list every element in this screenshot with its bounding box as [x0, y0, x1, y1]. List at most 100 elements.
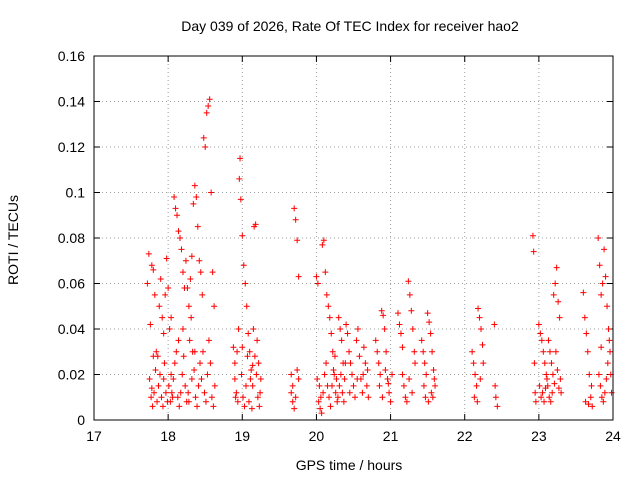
y-tick-label: 0.12 [58, 139, 85, 155]
data-point [249, 362, 256, 369]
data-point [174, 212, 181, 219]
data-point [174, 394, 181, 401]
data-point [379, 394, 386, 401]
data-point [251, 353, 258, 360]
data-point [585, 401, 592, 408]
data-point [196, 257, 203, 264]
data-point [587, 394, 594, 401]
data-point [234, 348, 241, 355]
data-point [211, 382, 218, 389]
data-point [242, 280, 249, 287]
data-point [476, 314, 483, 321]
data-point [595, 235, 602, 241]
data-point [187, 275, 194, 282]
data-point [171, 360, 178, 367]
data-point [334, 398, 341, 405]
data-point [250, 326, 257, 332]
data-point [198, 376, 205, 383]
data-point [471, 394, 478, 401]
data-point [601, 389, 608, 396]
data-point [354, 326, 361, 332]
data-point [156, 303, 163, 310]
x-axis-label: GPS time / hours [296, 457, 403, 473]
data-point [363, 382, 370, 389]
data-point [480, 360, 487, 367]
data-point [532, 398, 539, 405]
data-point [331, 371, 338, 378]
axis-ticks [93, 55, 614, 421]
data-point [254, 394, 261, 401]
data-point [399, 344, 406, 351]
data-point [338, 337, 345, 344]
data-point [372, 337, 379, 344]
data-point [252, 221, 259, 228]
data-point [330, 366, 337, 373]
data-point [406, 291, 413, 298]
data-point [168, 371, 175, 378]
data-point [360, 371, 367, 378]
data-point [193, 194, 200, 201]
data-point [159, 403, 166, 410]
data-point [478, 326, 485, 332]
data-point [257, 389, 264, 396]
data-point [188, 253, 195, 260]
data-point [186, 337, 193, 344]
data-point [169, 394, 176, 401]
data-point [351, 394, 358, 401]
data-point [210, 403, 217, 410]
y-tick-label: 0.08 [58, 230, 85, 246]
data-point [422, 394, 429, 401]
data-point [327, 403, 334, 410]
data-point [206, 96, 213, 103]
data-point [150, 266, 157, 273]
data-point [185, 398, 192, 405]
data-point [244, 353, 251, 360]
data-point [231, 360, 238, 367]
data-point [163, 255, 170, 262]
x-axis-tick-labels: 17 18 19 20 21 22 23 24 [86, 428, 621, 444]
data-point [608, 389, 615, 396]
data-point [168, 314, 175, 321]
data-point [178, 246, 185, 253]
data-point [239, 232, 246, 239]
data-point [598, 394, 605, 401]
data-point [335, 314, 342, 321]
data-point [347, 360, 354, 367]
data-point [160, 330, 167, 337]
data-point [179, 269, 186, 276]
data-point [492, 382, 499, 389]
data-point [160, 376, 167, 383]
data-point [328, 330, 335, 337]
data-point [194, 403, 201, 410]
data-point [295, 273, 302, 280]
x-tick-label: 24 [605, 428, 621, 444]
data-point [346, 348, 353, 355]
data-point [396, 321, 403, 328]
data-point [148, 262, 155, 269]
data-point [316, 382, 323, 389]
data-point [165, 382, 172, 389]
y-tick-label: 0.06 [58, 276, 85, 292]
data-point [429, 348, 436, 355]
data-point [231, 376, 238, 383]
data-point [477, 376, 484, 383]
data-point [168, 389, 175, 396]
data-point [431, 376, 438, 383]
data-point [248, 366, 255, 373]
data-point [599, 280, 606, 287]
data-point [237, 196, 244, 203]
data-point [194, 223, 201, 230]
data-point [475, 305, 482, 312]
data-point [539, 389, 546, 396]
data-point [428, 389, 435, 396]
data-point [558, 389, 565, 396]
data-point [162, 291, 169, 298]
data-point [239, 344, 246, 351]
data-point [167, 398, 174, 405]
data-point [179, 371, 186, 378]
y-tick-label: 0.14 [58, 94, 85, 110]
data-point [409, 326, 416, 332]
data-point [556, 314, 563, 321]
data-point [237, 155, 244, 162]
data-point [158, 394, 165, 401]
